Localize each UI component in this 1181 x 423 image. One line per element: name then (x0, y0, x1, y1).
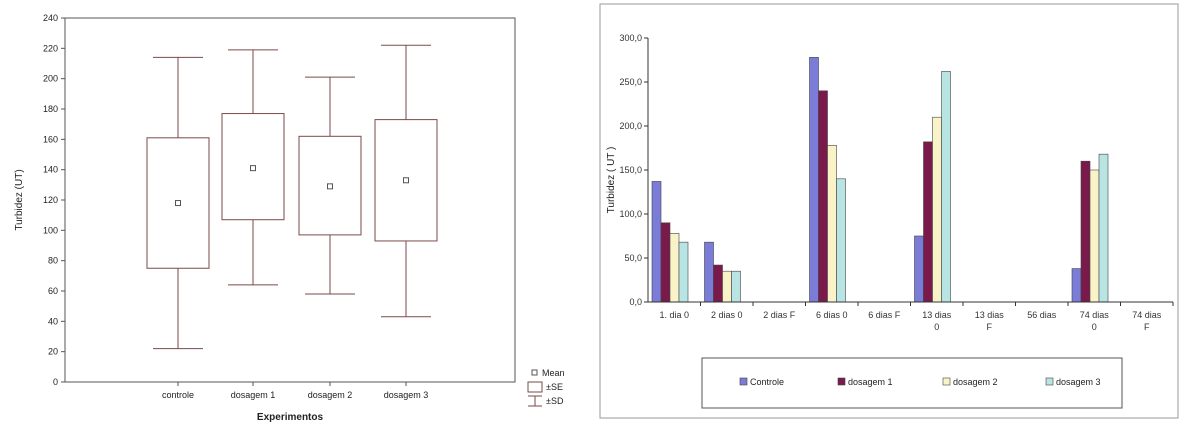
box-y-tick-label: 240 (43, 13, 58, 23)
legend-mean-marker (532, 370, 537, 375)
bar (837, 179, 846, 302)
legend-mean-label: Mean (542, 368, 565, 378)
box-y-tick-label: 160 (43, 134, 58, 144)
bar-x-tick-label: 56 dias (1027, 310, 1057, 320)
bar-legend-label: dosagem 1 (848, 377, 893, 387)
box-y-tick-label: 60 (48, 286, 58, 296)
bar-x-tick-label: 2 dias F (763, 310, 796, 320)
bar-x-tick-label: 6 dias F (868, 310, 901, 320)
bar (652, 181, 661, 302)
bar-x-tick-label: 13 dias (922, 310, 952, 320)
bar-chart: 0,0 50,0 100,0 150,0 200,0 250,0 300,0 1. dia … (598, 0, 1181, 423)
box-se-rect (299, 136, 361, 235)
bar (942, 71, 951, 302)
box-x-axis-label: Experimentos (257, 412, 324, 423)
bar-y-tick-label: 100,0 (619, 209, 642, 219)
bar-legend-swatch (943, 378, 950, 385)
bar-y-tick-label: 300,0 (619, 33, 642, 43)
bar (828, 145, 837, 302)
bar-y-tick-label: 0,0 (629, 297, 642, 307)
box-plot-area (65, 18, 515, 382)
bar-x-tick-label: 6 dias 0 (816, 310, 848, 320)
bar-legend-label: dosagem 2 (953, 377, 998, 387)
bar (670, 233, 679, 302)
box-x-tick-label: controle (162, 390, 194, 400)
box-y-tick-label: 20 (48, 347, 58, 357)
box-y-tick-label: 80 (48, 256, 58, 266)
legend-se-label: ±SE (546, 382, 563, 392)
bar (819, 91, 828, 302)
bar-legend-swatch (838, 378, 845, 385)
bar (732, 271, 741, 302)
box-y-axis: 0 20 40 60 80 100 120 140 160 180 200 220 240 (43, 13, 65, 387)
box-y-tick-label: 220 (43, 43, 58, 53)
bar-legend-label: dosagem 3 (1056, 377, 1101, 387)
bar (933, 117, 942, 302)
bar (679, 242, 688, 302)
box-y-tick-label: 0 (53, 377, 58, 387)
bar (1090, 170, 1099, 302)
box-x-axis: controle dosagem 1 dosagem 2 dosagem 3 (162, 382, 428, 400)
bar-x-tick-label: 0 (1092, 322, 1097, 332)
bar (915, 236, 924, 302)
bar-legend-swatch (1046, 378, 1053, 385)
bar-y-tick-label: 250,0 (619, 77, 642, 87)
bar (924, 142, 933, 302)
bar-x-tick-label: 2 dias 0 (711, 310, 743, 320)
bar-x-tick-label: 74 dias (1132, 310, 1162, 320)
bar (661, 223, 670, 302)
bar-y-tick-label: 50,0 (624, 253, 642, 263)
bar (1072, 269, 1081, 302)
box-y-axis-label: Turbidez (UT) (14, 169, 25, 230)
box-y-tick-label: 40 (48, 316, 58, 326)
box-x-tick-label: dosagem 2 (308, 390, 353, 400)
bar-x-tick-label: F (1144, 322, 1150, 332)
box-legend: Mean ±SE ±SD (528, 368, 565, 406)
box-se-rect (222, 114, 284, 220)
box-y-tick-label: 180 (43, 104, 58, 114)
bar-x-tick-label: 13 dias (975, 310, 1005, 320)
bar (714, 265, 723, 302)
bar-x-tick-label: F (987, 322, 993, 332)
box-x-tick-label: dosagem 1 (231, 390, 276, 400)
box-plot-chart: 0 20 40 60 80 100 120 140 160 180 200 220 240 contro… (0, 0, 598, 423)
bar-y-tick-label: 200,0 (619, 121, 642, 131)
box-x-tick-label: dosagem 3 (384, 390, 429, 400)
box-y-tick-label: 200 (43, 74, 58, 84)
bar (810, 57, 819, 302)
bar-y-tick-label: 150,0 (619, 165, 642, 175)
bar-y-axis-label: Turbidez ( UT ) (606, 147, 617, 214)
bar-x-tick-label: 0 (934, 322, 939, 332)
bar-legend-label: Controle (750, 377, 784, 387)
box-y-tick-label: 100 (43, 225, 58, 235)
legend-se-swatch (528, 382, 542, 392)
legend-sd-label: ±SD (546, 396, 564, 406)
bar (705, 242, 714, 302)
bar-x-tick-label: 1. dia 0 (659, 310, 689, 320)
bar-legend-swatch (740, 378, 747, 385)
box-y-tick-label: 120 (43, 195, 58, 205)
bar (1099, 154, 1108, 302)
bar-x-tick-label: 74 dias (1080, 310, 1110, 320)
box-y-tick-label: 140 (43, 165, 58, 175)
bar (723, 271, 732, 302)
box-se-rect (375, 120, 437, 241)
bar (1081, 161, 1090, 302)
box-se-rect (147, 138, 209, 268)
